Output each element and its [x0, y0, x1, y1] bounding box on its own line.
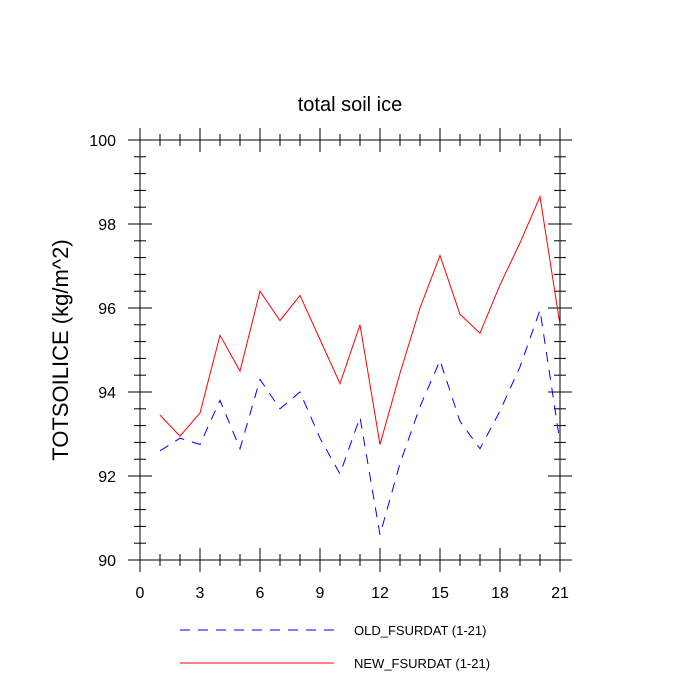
series-line-old-fsurdat	[159, 309, 561, 535]
legend-label: NEW_FSURDAT (1-21)	[354, 656, 490, 671]
legend: OLD_FSURDAT (1-21) NEW_FSURDAT (1-21)	[180, 623, 490, 671]
y-axis-label: TOTSOILICE (kg/m^2)	[48, 239, 73, 460]
axis-tick-labels: 0 3 6 9 12 15 18 21 90 92 94 96 98 100	[89, 133, 569, 602]
y-tick-label: 96	[98, 301, 116, 318]
axis-ticks	[128, 128, 572, 572]
x-tick-label: 18	[491, 585, 509, 602]
plot-frame	[139, 139, 561, 561]
y-tick-label: 100	[89, 133, 116, 150]
y-tick-label: 92	[98, 469, 116, 486]
x-tick-label: 15	[431, 585, 449, 602]
chart-title: total soil ice	[298, 94, 403, 116]
legend-label: OLD_FSURDAT (1-21)	[354, 623, 486, 638]
x-tick-label: 9	[316, 585, 325, 602]
y-tick-label: 94	[98, 385, 116, 402]
y-tick-label: 90	[98, 553, 116, 570]
y-tick-label: 98	[98, 217, 116, 234]
series-lines	[159, 194, 561, 535]
x-tick-label: 12	[371, 585, 389, 602]
x-tick-label: 6	[256, 585, 265, 602]
x-tick-label: 21	[551, 585, 569, 602]
x-tick-label: 0	[136, 585, 145, 602]
series-line-new-fsurdat	[159, 194, 561, 445]
x-tick-label: 3	[196, 585, 205, 602]
